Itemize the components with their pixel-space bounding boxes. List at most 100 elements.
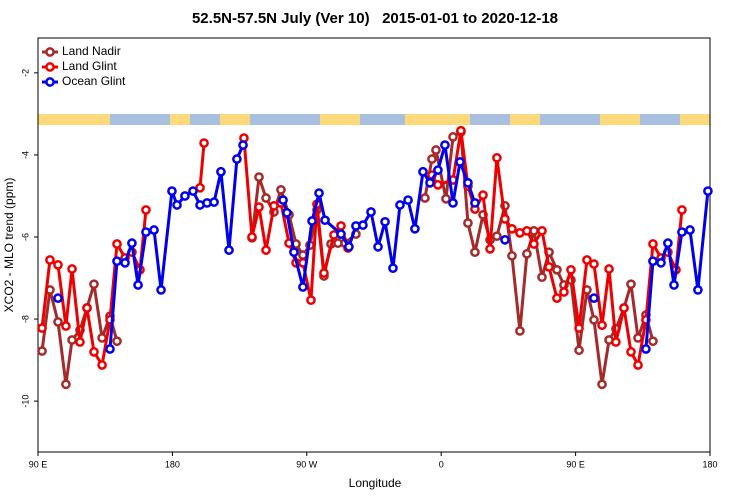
data-point bbox=[537, 272, 547, 283]
data-point bbox=[75, 337, 85, 347]
data-point bbox=[254, 202, 264, 212]
y-tick-label: -2 bbox=[20, 69, 30, 77]
data-point bbox=[663, 238, 673, 249]
data-point bbox=[448, 198, 458, 208]
data-point bbox=[703, 186, 713, 196]
data-point bbox=[298, 282, 308, 292]
data-point bbox=[307, 216, 317, 226]
data-point bbox=[306, 295, 316, 306]
data-point bbox=[320, 215, 330, 226]
data-point bbox=[633, 333, 643, 343]
data-point bbox=[289, 247, 299, 258]
data-point bbox=[67, 335, 77, 345]
data-point bbox=[133, 280, 143, 290]
data-point bbox=[82, 303, 92, 313]
data-point bbox=[522, 248, 532, 259]
legend-label: Land Nadir bbox=[62, 44, 121, 58]
data-point bbox=[552, 264, 562, 275]
data-point bbox=[619, 303, 629, 313]
data-point bbox=[254, 172, 264, 182]
data-point bbox=[276, 184, 286, 195]
data-point bbox=[358, 220, 368, 230]
data-point bbox=[604, 264, 614, 274]
data-point bbox=[648, 336, 658, 347]
data-point bbox=[552, 293, 562, 303]
series-line bbox=[242, 137, 350, 301]
data-point bbox=[232, 154, 242, 164]
data-point bbox=[656, 257, 666, 268]
data-point bbox=[172, 200, 182, 210]
data-point bbox=[685, 225, 695, 235]
x-tick-label: 90 E bbox=[29, 459, 48, 469]
legend-marker bbox=[45, 77, 55, 87]
data-point bbox=[238, 140, 248, 150]
data-point bbox=[589, 293, 599, 303]
data-point bbox=[37, 323, 47, 333]
data-point bbox=[677, 205, 687, 215]
data-point bbox=[559, 287, 569, 297]
data-point bbox=[89, 279, 99, 290]
data-point bbox=[597, 320, 607, 331]
x-axis-label: Longitude bbox=[349, 476, 402, 490]
data-point bbox=[224, 245, 234, 255]
data-point bbox=[566, 264, 576, 275]
data-point bbox=[515, 326, 525, 336]
data-point bbox=[648, 239, 658, 249]
data-point bbox=[425, 177, 435, 188]
data-point bbox=[441, 193, 451, 204]
data-point bbox=[427, 154, 437, 164]
chart-title: 52.5N-57.5N July (Ver 10) 2015-01-01 to … bbox=[192, 10, 558, 27]
data-point bbox=[455, 157, 465, 167]
data-point bbox=[53, 317, 63, 327]
y-tick-label: -10 bbox=[20, 395, 30, 408]
series-line bbox=[644, 190, 710, 350]
data-point bbox=[141, 227, 151, 237]
data-point bbox=[319, 268, 329, 278]
data-point bbox=[589, 315, 599, 325]
x-tick-label: 90 W bbox=[296, 459, 318, 469]
data-point bbox=[53, 260, 63, 270]
data-point bbox=[120, 257, 130, 268]
data-point bbox=[492, 231, 502, 242]
data-point bbox=[149, 225, 159, 235]
data-point bbox=[37, 346, 47, 356]
data-point bbox=[61, 321, 71, 331]
data-point bbox=[61, 379, 71, 390]
data-point bbox=[500, 214, 510, 224]
data-point bbox=[180, 191, 190, 201]
legend-marker bbox=[45, 47, 55, 57]
data-point bbox=[677, 227, 687, 237]
data-point bbox=[440, 140, 450, 150]
data-point bbox=[626, 279, 636, 290]
data-point bbox=[522, 225, 532, 236]
data-point bbox=[485, 244, 495, 254]
plot-frame bbox=[37, 37, 711, 453]
data-point bbox=[463, 177, 473, 188]
data-point bbox=[463, 218, 473, 228]
data-point bbox=[433, 180, 443, 190]
data-point bbox=[500, 235, 510, 245]
legend-marker bbox=[45, 62, 55, 72]
data-point bbox=[278, 195, 288, 205]
data-point bbox=[537, 225, 547, 236]
series-line bbox=[198, 142, 206, 188]
data-point bbox=[53, 293, 63, 303]
x-tick-label: 0 bbox=[439, 459, 444, 469]
data-point bbox=[388, 263, 398, 274]
data-point bbox=[544, 262, 554, 272]
data-point bbox=[431, 145, 441, 155]
data-point bbox=[209, 197, 219, 207]
data-point bbox=[529, 239, 539, 249]
data-point bbox=[470, 198, 480, 208]
data-point bbox=[410, 223, 420, 234]
data-point bbox=[574, 345, 584, 356]
data-point bbox=[167, 186, 177, 196]
data-point bbox=[188, 186, 198, 196]
data-point bbox=[247, 232, 257, 242]
data-point bbox=[97, 360, 107, 370]
data-point bbox=[199, 138, 209, 148]
data-point bbox=[373, 241, 383, 252]
data-point bbox=[282, 207, 292, 218]
data-point bbox=[611, 337, 621, 347]
